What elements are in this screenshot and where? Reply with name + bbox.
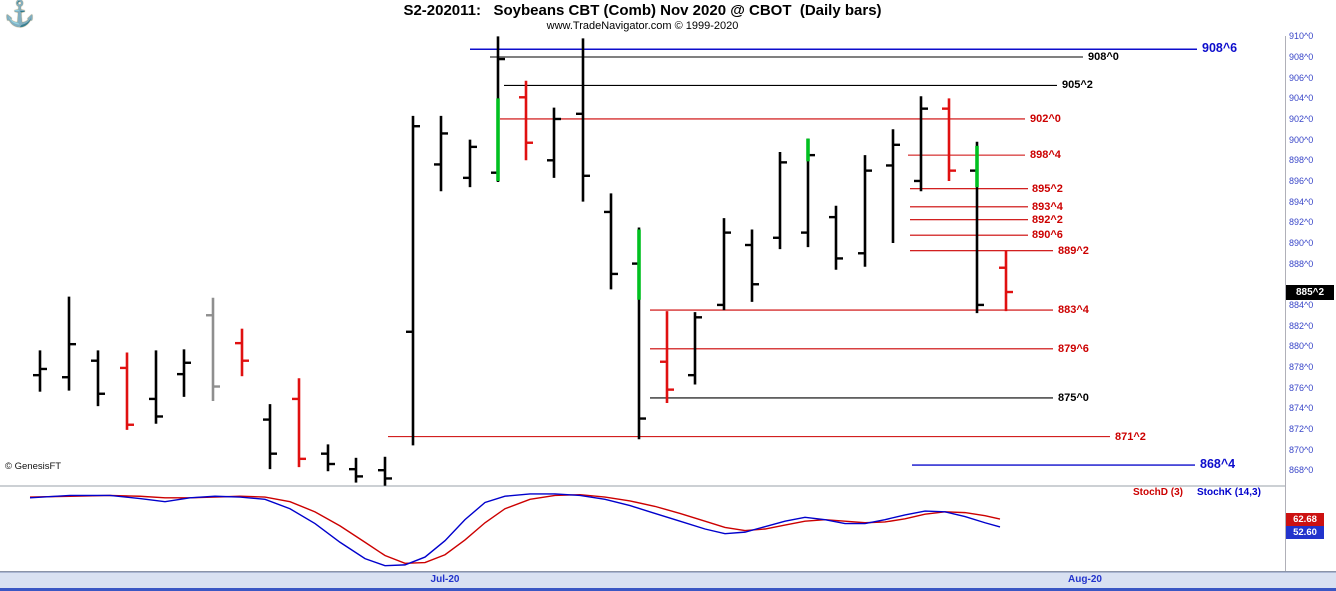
price-axis-tick: 906^0 — [1289, 72, 1314, 83]
stoch-d-legend[interactable]: StochD (3) — [1133, 487, 1183, 498]
ohlc-bar — [576, 38, 590, 202]
price-axis-tick: 868^0 — [1289, 465, 1314, 476]
price-axis-tick: 874^0 — [1289, 403, 1314, 414]
price-level-label: 868^4 — [1200, 457, 1236, 472]
panel-separators — [0, 36, 1336, 572]
ohlc-bar — [149, 350, 163, 424]
ohlc-bar — [235, 328, 249, 377]
price-axis-tick: 870^0 — [1289, 444, 1314, 455]
price-level-label: 895^2 — [1032, 182, 1063, 195]
price-axis-tick: 898^0 — [1289, 155, 1314, 166]
stochastic-lines — [29, 493, 1001, 567]
price-level-label: 890^6 — [1032, 229, 1063, 242]
date-axis-label: Jul-20 — [430, 574, 460, 585]
stoch-k-legend[interactable]: StochK (14,3) — [1197, 487, 1261, 498]
time-scrollbar[interactable] — [0, 572, 1336, 591]
ohlc-bar — [745, 229, 759, 302]
ohlc-bar — [378, 456, 392, 486]
ohlc-bar — [604, 193, 618, 290]
ohlc-bar — [263, 404, 277, 470]
price-axis-tick: 908^0 — [1289, 52, 1314, 62]
ohlc-bar — [91, 350, 105, 407]
price-axis-tick: 892^0 — [1289, 217, 1314, 228]
ohlc-bar — [62, 296, 76, 391]
ohlc-bar — [292, 378, 306, 468]
price-axis-tick: 882^0 — [1289, 320, 1314, 331]
ohlc-bar — [688, 312, 702, 385]
genesisft-watermark: © GenesisFT — [5, 461, 62, 472]
ohlc-bar — [547, 107, 561, 178]
price-axis-tick: 904^0 — [1289, 93, 1314, 104]
signal-marks-group — [496, 98, 979, 300]
anchor-icon[interactable]: ⚓ — [4, 0, 36, 28]
price-level-label: 908^0 — [1088, 51, 1119, 63]
ohlc-bar — [858, 155, 872, 267]
price-level-label: 898^4 — [1030, 149, 1061, 162]
price-axis-tick: 878^0 — [1289, 361, 1314, 372]
ohlc-bar — [999, 250, 1013, 312]
stoch-d-line — [29, 493, 1001, 565]
price-level-label: 902^0 — [1030, 112, 1061, 125]
price-level-label: 908^6 — [1202, 41, 1238, 56]
ohlc-bar — [349, 457, 363, 483]
price-level-label: 889^2 — [1058, 244, 1089, 257]
price-level-label: 875^0 — [1058, 391, 1089, 404]
last-price-marker: 885^2 — [1286, 284, 1334, 300]
ohlc-bar — [773, 152, 787, 250]
ohlc-bar — [120, 352, 134, 430]
stoch-k-line — [29, 493, 1001, 567]
price-axis-tick: 896^0 — [1289, 175, 1314, 186]
ohlc-bar — [519, 80, 533, 161]
price-level-label: 892^2 — [1032, 213, 1063, 226]
stoch-k-value-badge: 52.60 — [1286, 525, 1324, 539]
ohlc-bar — [177, 349, 191, 397]
ohlc-bar — [942, 98, 956, 181]
price-axis-tick: 888^0 — [1289, 258, 1314, 269]
price-axis-tick: 900^0 — [1289, 134, 1314, 145]
price-axis-tick: 902^0 — [1289, 113, 1314, 124]
price-axis-tick: 880^0 — [1289, 341, 1314, 352]
price-level-label: 871^2 — [1115, 430, 1146, 443]
price-axis-tick: 876^0 — [1289, 382, 1314, 393]
ohlc-bar — [463, 139, 477, 188]
price-axis-tick: 890^0 — [1289, 237, 1314, 248]
window-bottom-edge — [0, 588, 1336, 591]
ohlc-bar — [33, 350, 47, 392]
ohlc-bars-group — [33, 36, 1013, 486]
price-axis-tick: 872^0 — [1289, 423, 1314, 434]
ohlc-bar — [206, 297, 220, 401]
ohlc-bar — [829, 205, 843, 270]
chart-title: S2-202011: Soybeans CBT (Comb) Nov 2020 … — [403, 2, 882, 19]
price-axis-tick: 910^0 — [1289, 31, 1314, 42]
ohlc-bar — [717, 218, 731, 311]
stoch-d-value-badge: 62.68 — [1286, 512, 1324, 526]
ohlc-bar — [660, 311, 674, 404]
price-axis-tick: 884^0 — [1289, 299, 1314, 310]
ohlc-bar — [886, 129, 900, 243]
chart-subtitle: www.TradeNavigator.com © 1999-2020 — [546, 20, 739, 32]
date-axis-label: Aug-20 — [1068, 574, 1102, 585]
ohlc-bar — [914, 96, 928, 192]
price-level-label: 879^6 — [1058, 342, 1089, 355]
price-axis-tick: 894^0 — [1289, 196, 1314, 207]
price-level-label: 893^4 — [1032, 200, 1063, 213]
price-level-label: 883^4 — [1058, 304, 1089, 317]
ohlc-bar — [321, 444, 335, 472]
ohlc-bar — [406, 115, 420, 446]
ohlc-bar — [434, 115, 448, 192]
support-resistance-lines — [388, 48, 1197, 466]
price-level-label: 905^2 — [1062, 79, 1093, 92]
